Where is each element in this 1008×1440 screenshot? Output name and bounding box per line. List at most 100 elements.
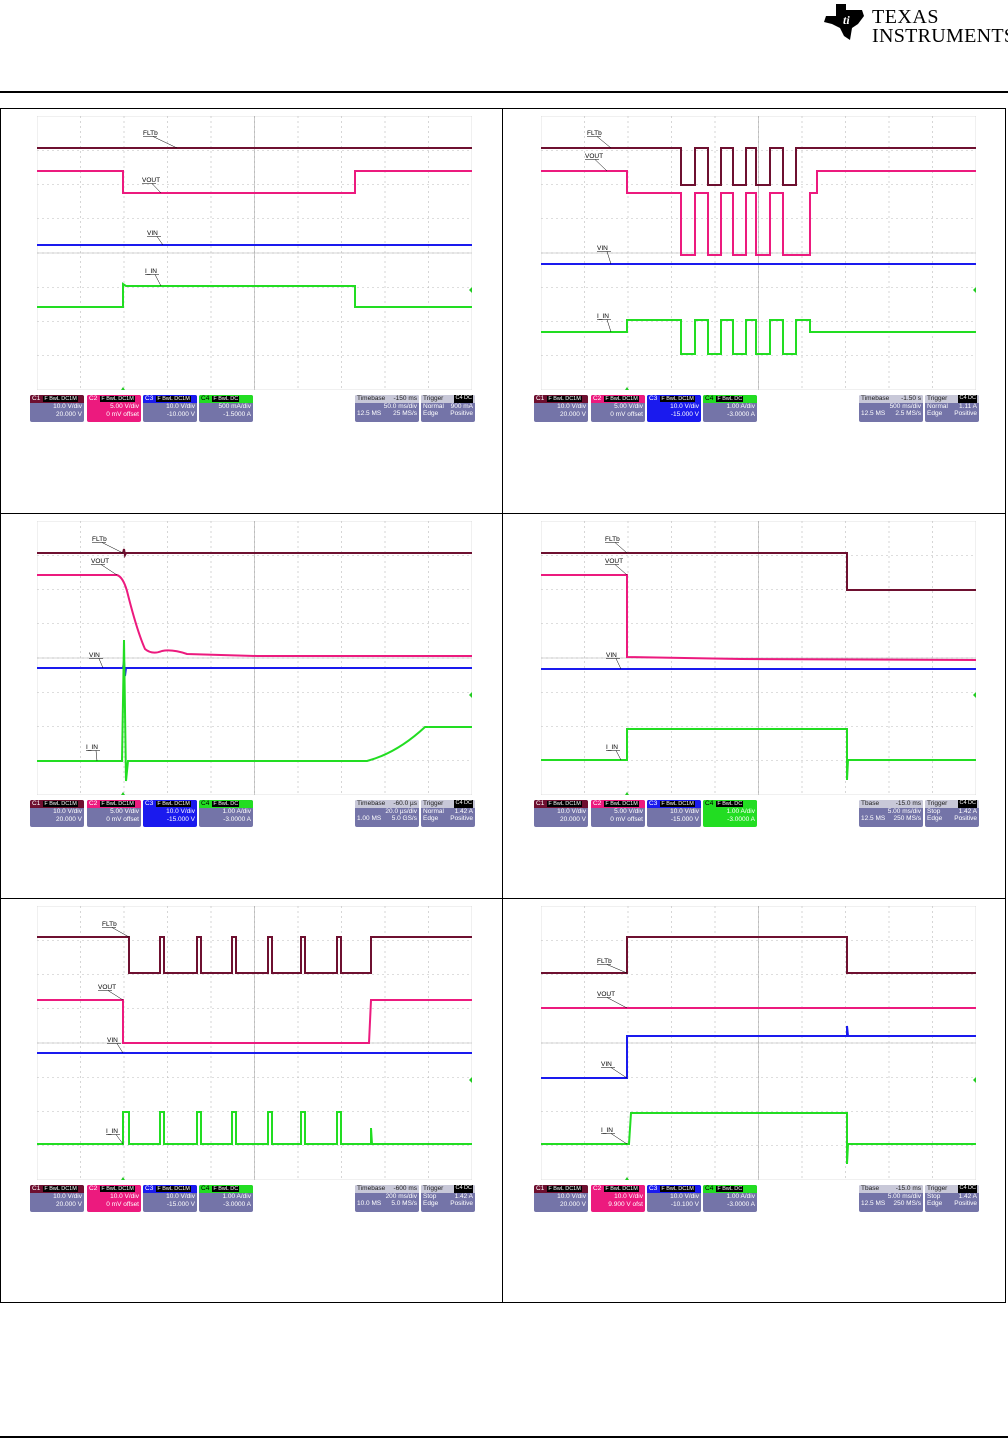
channel-offset: -3.0000 A (223, 1200, 251, 1208)
row-divider (0, 898, 1006, 899)
channel-2-box[interactable]: C2 F BwL DC1M 5.00 V/div 0 mV offset (591, 395, 645, 422)
scope-info-bar: C1 F BwL DC1M 10.0 V/div 20.000 V C2 F BwL… (30, 800, 476, 827)
timebase-box[interactable]: Timebase -150 ms 50.0 ms/div 12.5 MS 25 MS… (355, 395, 419, 422)
channel-2-box[interactable]: C2 F BwL DC1M 5.00 V/div 0 mV offset (591, 800, 645, 827)
channel-offset: -3.0000 A (727, 815, 755, 823)
trigger-box[interactable]: Trigger C4 DC Stop 1.42 A Edge Positive (925, 1185, 979, 1212)
channel-scale: 10.0 V/div (53, 1193, 82, 1200)
channel-3-box[interactable]: C3 F BwL DC1M 10.0 V/div -15.000 V (143, 800, 197, 827)
timebase-div: 20.0 µs/div (385, 807, 417, 815)
channel-name: C2 (593, 395, 602, 402)
trigger-level: 1.42 A (454, 807, 473, 815)
trigger-source: C4 DC (958, 800, 977, 808)
channel-1-box[interactable]: C1 F BwL DC1M 10.0 V/div 20.000 V (30, 1185, 84, 1212)
channel-2-box[interactable]: C2 F BwL DC1M 5.00 V/div 0 mV offset (87, 395, 141, 422)
channel-offset: 0 mV offset (106, 1200, 139, 1208)
sample-rate: 2.5 MS/s (895, 410, 921, 417)
timebase-box[interactable]: Tbase -15.0 ms 5.00 ms/div 12.5 MS 250 MS/… (859, 1185, 923, 1212)
vout-label: VOUT (597, 991, 615, 998)
channel-2-box[interactable]: C2 F BwL DC1M 10.0 V/div 0 mV offset (87, 1185, 141, 1212)
trigger-box[interactable]: Trigger C4 DC Normal 1.11 A Edge Positive (925, 395, 979, 422)
trigger-source: C4 DC (454, 395, 473, 403)
channel-1-box[interactable]: C1 F BwL DC1M 10.0 V/div 20.000 V (534, 800, 588, 827)
channel-1-box[interactable]: C1 F BwL DC1M 10.0 V/div 20.000 V (30, 800, 84, 827)
channel-4-box[interactable]: C4 F BwL DC 1.00 A/div -3.0000 A (199, 1185, 253, 1212)
timebase-box[interactable]: Timebase -60.0 µs 20.0 µs/div 1.00 MS 5.0 … (355, 800, 419, 827)
scope-info-bar: C1 F BwL DC1M 10.0 V/div 20.000 V C2 F BwL… (30, 395, 476, 422)
channel-flags: F BwL DC1M (156, 801, 191, 807)
trigger-mode: Normal (423, 402, 444, 410)
channel-3-box[interactable]: C3 F BwL DC1M 10.0 V/div -10.000 V (143, 395, 197, 422)
svg-text:ti: ti (843, 13, 850, 27)
trace-c4 (37, 282, 472, 308)
channel-scale: 10.0 V/div (166, 403, 195, 410)
channel-name: C3 (145, 1185, 154, 1192)
timebase-div: 5.00 ms/div (887, 1192, 921, 1200)
sample-count: 10.0 MS (357, 1200, 382, 1207)
timebase-box[interactable]: Timebase -600 ms 200 ms/div 10.0 MS 5.0 MS… (355, 1185, 419, 1212)
iin-label: I_IN (597, 313, 609, 320)
channel-name: C3 (649, 395, 658, 402)
vin-label: VIN (597, 245, 608, 252)
timebase-box[interactable]: Timebase -1.50 s 500 ms/div 12.5 MS 2.5 MS… (859, 395, 923, 422)
channel-name: C3 (649, 1185, 658, 1192)
trigger-box[interactable]: Trigger C4 DC Normal 1.42 A Edge Positive (421, 800, 475, 827)
channel-2-box[interactable]: C2 F BwL DC1M 10.0 V/div 9.900 V ofst (591, 1185, 645, 1212)
channel-offset: 20.000 V (559, 1200, 586, 1208)
timebase-div: 200 ms/div (385, 1192, 417, 1200)
channel-offset: -3.0000 A (727, 1200, 755, 1208)
channel-4-box[interactable]: C4 F BwL DC 500 mA/div -1.5000 A (199, 395, 253, 422)
label-pointer (152, 136, 178, 149)
timebase-box[interactable]: Tbase -15.0 ms 5.00 ms/div 12.5 MS 250 MS/… (859, 800, 923, 827)
waveform-plot: FLTb VOUT VIN I_IN (541, 906, 976, 1180)
timebase-label: Timebase (357, 800, 386, 807)
trigger-slope: Positive (954, 410, 977, 417)
sample-count: 12.5 MS (861, 1200, 886, 1207)
label-pointer (107, 990, 124, 1001)
channel-name: C1 (536, 800, 545, 807)
label-pointer (606, 997, 628, 1009)
channel-flags: F BwL DC1M (547, 801, 582, 807)
channel-2-box[interactable]: C2 F BwL DC1M 5.00 V/div 0 mV offset (87, 800, 141, 827)
channel-3-box[interactable]: C3 F BwL DC1M 10.0 V/div -10.100 V (647, 1185, 701, 1212)
vout-label: VOUT (585, 153, 603, 160)
channel-3-box[interactable]: C3 F BwL DC1M 10.0 V/div -15.000 V (143, 1185, 197, 1212)
trigger-box[interactable]: Trigger C4 DC Stop 1.42 A Edge Positive (421, 1185, 475, 1212)
trigger-source: C4 DC (958, 395, 977, 403)
label-pointer (154, 274, 162, 287)
channel-4-box[interactable]: C4 F BwL DC 1.00 A/div -3.0000 A (703, 395, 757, 422)
channel-offset: -15.000 V (166, 815, 195, 823)
trigger-level-marker-icon (973, 692, 976, 698)
channel-3-box[interactable]: C3 F BwL DC1M 10.0 V/div -15.000 V (647, 395, 701, 422)
trigger-box[interactable]: Trigger C4 DC Stop 1.42 A Edge Positive (925, 800, 979, 827)
sample-rate: 25 MS/s (393, 410, 417, 417)
channel-1-box[interactable]: C1 F BwL DC1M 10.0 V/div 20.000 V (30, 395, 84, 422)
channel-name: C1 (536, 395, 545, 402)
waveform-plot: FLTb VOUT VIN I_IN (37, 906, 472, 1180)
channel-name: C4 (705, 1185, 714, 1192)
channel-flags: F BwL DC1M (100, 1186, 135, 1192)
channel-1-box[interactable]: C1 F BwL DC1M 10.0 V/div 20.000 V (534, 1185, 588, 1212)
channel-offset: 20.000 V (559, 410, 586, 418)
channel-offset: 20.000 V (55, 815, 82, 823)
channel-4-box[interactable]: C4 F BwL DC 1.00 A/div -3.0000 A (703, 800, 757, 827)
trigger-label: Trigger (927, 800, 948, 807)
column-divider (502, 108, 503, 1303)
iin-label: I_IN (606, 744, 618, 751)
channel-name: C2 (89, 395, 98, 402)
channel-name: C4 (201, 395, 210, 402)
fltb-label: FLTb (605, 536, 620, 543)
label-pointer (116, 1043, 124, 1054)
channel-name: C3 (145, 395, 154, 402)
channel-4-box[interactable]: C4 F BwL DC 1.00 A/div -3.0000 A (199, 800, 253, 827)
trigger-level: 900 mA (450, 402, 473, 410)
channel-4-box[interactable]: C4 F BwL DC 1.00 A/div -3.0000 A (703, 1185, 757, 1212)
channel-3-box[interactable]: C3 F BwL DC1M 10.0 V/div -15.000 V (647, 800, 701, 827)
trace-c1 (37, 936, 472, 974)
trace-c4 (541, 728, 976, 781)
channel-1-box[interactable]: C1 F BwL DC1M 10.0 V/div 20.000 V (534, 395, 588, 422)
channel-name: C1 (32, 800, 41, 807)
label-pointer (594, 159, 608, 172)
trigger-level-marker-icon (469, 692, 472, 698)
trigger-box[interactable]: Trigger C4 DC Normal 900 mA Edge Positive (421, 395, 475, 422)
